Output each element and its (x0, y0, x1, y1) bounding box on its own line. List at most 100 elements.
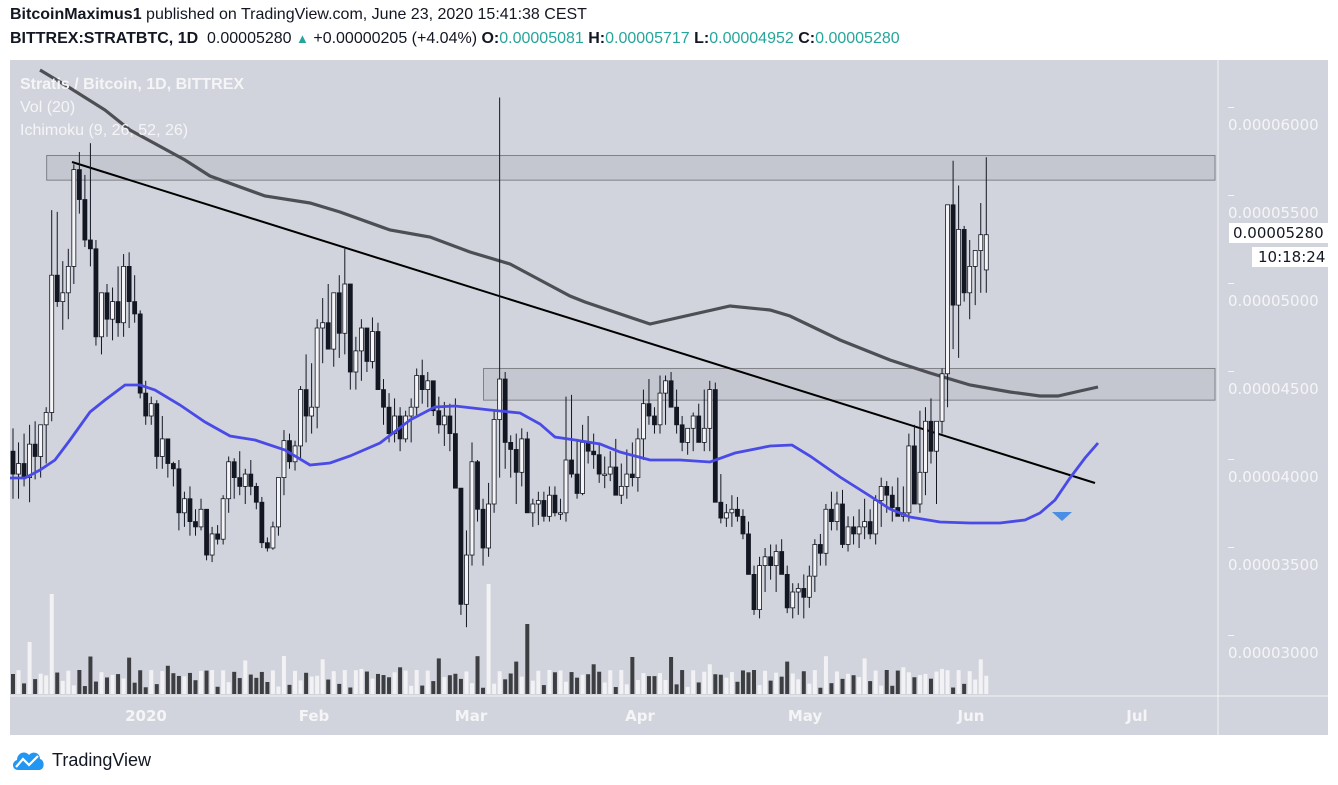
candle[interactable] (425, 380, 431, 390)
candle[interactable] (358, 327, 364, 352)
candle[interactable] (143, 392, 149, 417)
candle[interactable] (414, 375, 420, 408)
candle[interactable] (768, 556, 774, 566)
candle[interactable] (276, 477, 281, 528)
candle[interactable] (740, 515, 746, 535)
candle[interactable] (823, 508, 829, 554)
candle[interactable] (934, 420, 939, 452)
tradingview-logo-icon[interactable] (10, 748, 46, 772)
candle[interactable] (486, 503, 491, 549)
candle[interactable] (652, 415, 657, 426)
candle[interactable] (513, 449, 519, 473)
candle[interactable] (198, 508, 204, 528)
candle[interactable] (596, 454, 602, 475)
candle[interactable] (176, 468, 182, 514)
candle[interactable] (165, 438, 171, 464)
candle[interactable] (757, 565, 762, 611)
candle[interactable] (436, 410, 442, 426)
candle[interactable] (452, 433, 458, 489)
legend-title[interactable]: Stratis / Bitcoin, 1D, BITTREX (20, 76, 245, 93)
candle[interactable] (674, 406, 679, 426)
candle[interactable] (923, 420, 928, 473)
candle[interactable] (475, 461, 480, 510)
candle[interactable] (862, 521, 868, 528)
legend-ichimoku[interactable]: Ichimoku (9, 26, 52, 26) (20, 122, 189, 139)
candle[interactable] (834, 503, 840, 523)
candle[interactable] (563, 459, 569, 514)
price-zone[interactable] (46, 155, 1216, 181)
candle[interactable] (751, 574, 757, 611)
candle[interactable] (845, 526, 851, 545)
candle[interactable] (403, 415, 409, 440)
candle[interactable] (32, 443, 38, 457)
candle[interactable] (392, 415, 397, 435)
candle[interactable] (336, 292, 342, 334)
candle[interactable] (707, 389, 713, 429)
candle[interactable] (535, 500, 541, 505)
candle[interactable] (82, 199, 88, 241)
candle[interactable] (580, 441, 585, 494)
candle[interactable] (49, 274, 55, 413)
candle[interactable] (469, 461, 475, 556)
candle[interactable] (187, 498, 193, 523)
candle[interactable] (209, 533, 215, 556)
candle[interactable] (38, 424, 44, 457)
candle[interactable] (480, 508, 486, 549)
candle[interactable] (381, 389, 386, 408)
candle[interactable] (27, 443, 32, 479)
candle[interactable] (88, 239, 93, 250)
candle[interactable] (574, 473, 580, 494)
candle[interactable] (353, 350, 359, 373)
candle[interactable] (375, 331, 381, 390)
candle[interactable] (558, 512, 563, 515)
candle[interactable] (613, 466, 619, 496)
candle[interactable] (408, 406, 414, 417)
candle[interactable] (430, 380, 436, 412)
candle[interactable] (712, 389, 718, 503)
candle[interactable] (641, 403, 646, 440)
blue-ma-line[interactable] (10, 383, 1100, 525)
candle[interactable] (950, 204, 956, 306)
candle[interactable] (851, 526, 856, 535)
candle[interactable] (154, 403, 160, 457)
candle[interactable] (867, 521, 873, 535)
candle[interactable] (784, 574, 790, 609)
candle[interactable] (524, 438, 530, 514)
candle[interactable] (508, 441, 514, 450)
candle[interactable] (795, 588, 801, 593)
tradingview-brand[interactable]: TradingView (52, 749, 152, 770)
candle[interactable] (718, 501, 724, 519)
candle[interactable] (956, 229, 962, 306)
candle[interactable] (237, 477, 243, 487)
candle[interactable] (441, 415, 447, 426)
candle[interactable] (93, 248, 99, 338)
candle[interactable] (878, 485, 884, 501)
candle[interactable] (928, 420, 934, 452)
candle[interactable] (701, 427, 707, 443)
candle[interactable] (99, 292, 104, 338)
candle[interactable] (696, 415, 702, 443)
candle[interactable] (889, 494, 895, 508)
candle[interactable] (668, 380, 674, 408)
candle[interactable] (314, 327, 320, 408)
candle[interactable] (342, 283, 348, 334)
candle[interactable] (298, 389, 303, 447)
long-ma-line[interactable] (39, 68, 1099, 398)
candle[interactable] (856, 526, 862, 535)
candle[interactable] (370, 331, 375, 362)
candle[interactable] (325, 322, 331, 350)
legend-volume[interactable]: Vol (20) (20, 99, 76, 116)
author-name[interactable]: BitcoinMaximus1 (10, 6, 142, 23)
candle[interactable] (281, 440, 287, 479)
candle[interactable] (790, 591, 796, 609)
candle[interactable] (110, 301, 115, 320)
candle[interactable] (242, 473, 248, 487)
candle[interactable] (961, 229, 967, 294)
candle[interactable] (309, 406, 315, 417)
candle[interactable] (193, 521, 198, 528)
candle[interactable] (983, 234, 989, 271)
candle[interactable] (685, 427, 691, 443)
candle[interactable] (812, 544, 818, 577)
candle[interactable] (182, 498, 187, 514)
candle[interactable] (629, 473, 635, 478)
